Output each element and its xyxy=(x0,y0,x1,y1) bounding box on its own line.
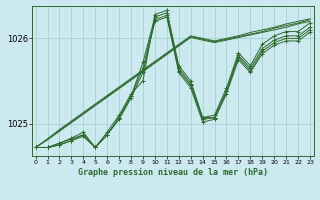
X-axis label: Graphe pression niveau de la mer (hPa): Graphe pression niveau de la mer (hPa) xyxy=(78,168,268,177)
